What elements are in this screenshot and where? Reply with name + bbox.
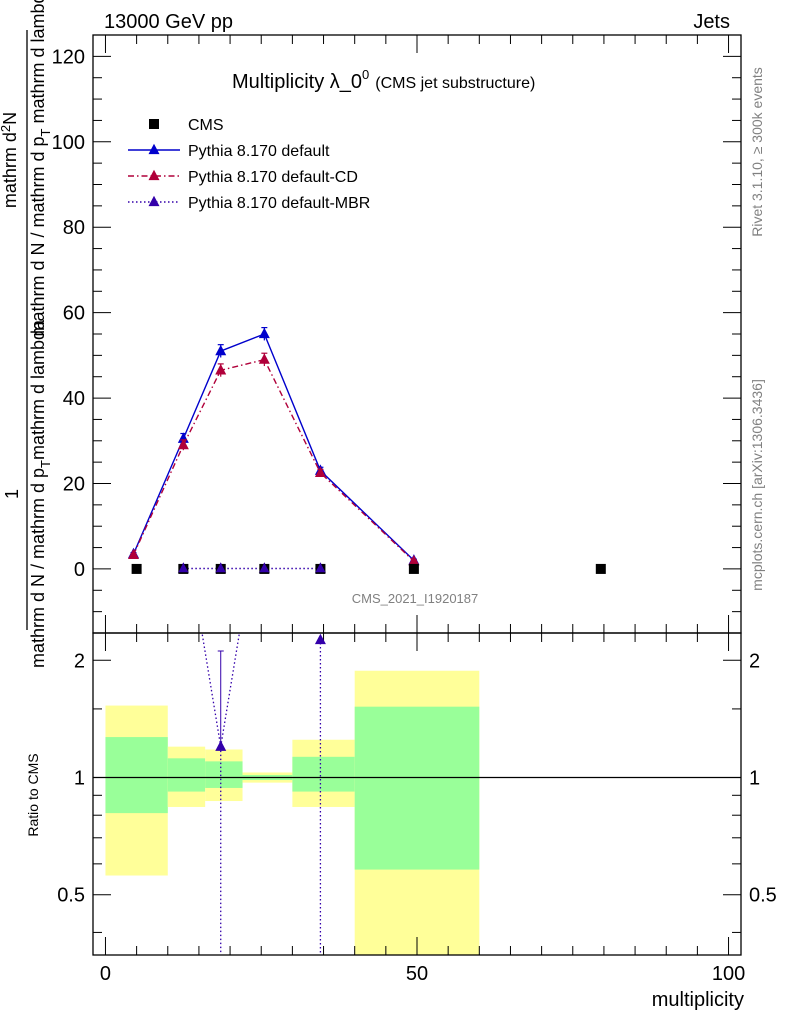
- top-axes: 0 20 40 60 80 100 120: [52, 35, 741, 633]
- mbr-point: [259, 562, 270, 573]
- top-ytick-label: 60: [63, 303, 85, 325]
- ratio-ytick-label-left: 0.5: [57, 885, 85, 907]
- top-ytick-label: 40: [63, 388, 85, 410]
- plot-title: Multiplicity λ_00(CMS jet substructure): [232, 67, 535, 93]
- bottom-plot-frame: [92, 632, 742, 956]
- top-series: [128, 326, 606, 574]
- ratio-band-green-1: [167, 758, 206, 792]
- ratio-ylabel: Ratio to CMS: [25, 753, 41, 836]
- x-axis-label: multiplicity: [652, 989, 744, 1011]
- legend-label: Pythia 8.170 default-MBR: [188, 195, 370, 212]
- x-tick-label: 0: [100, 963, 111, 985]
- legend-marker: [149, 119, 159, 129]
- series-point-2: [258, 353, 270, 364]
- mbr-point: [315, 562, 326, 573]
- top-ytick-label: 20: [63, 474, 85, 496]
- bottom-axes: 0.5 0.5 1 1 2 2 0 50 100: [57, 633, 777, 985]
- series-point-1: [215, 344, 227, 356]
- mbr-point: [178, 562, 189, 573]
- top-ylabel: mathrm d2N mathrm d N / mathrm d pT math…: [0, 0, 53, 668]
- mcplots-label: mcplots.cern.ch [arXiv:1306.3436]: [749, 379, 765, 591]
- legend-entry-1: Pythia 8.170 default: [128, 143, 330, 160]
- legend: CMS Pythia 8.170 default Pythia 8.170 defa…: [128, 117, 370, 212]
- series-point-1: [258, 327, 270, 339]
- ratio-ytick-label-right: 2: [749, 650, 760, 672]
- legend-entry-3: Pythia 8.170 default-MBR: [128, 195, 370, 212]
- legend-label: Pythia 8.170 default-CD: [188, 169, 358, 186]
- legend-label: CMS: [188, 117, 224, 134]
- series-line-1: [132, 333, 415, 561]
- series-point-2: [177, 438, 189, 450]
- header-jets-label: Jets: [693, 11, 730, 33]
- ylabel-one: 1: [2, 489, 22, 499]
- ratio-mbr-line-b: [220, 633, 241, 747]
- top-ytick-label: 0: [74, 559, 85, 581]
- cms-data-point: [408, 563, 419, 574]
- legend-marker: [148, 143, 160, 155]
- series-line-2: [132, 358, 415, 562]
- series-point-2: [128, 548, 139, 560]
- ratio-band-green-5: [354, 706, 480, 870]
- legend-entry-2: Pythia 8.170 default-CD: [128, 169, 358, 186]
- series-point-2: [408, 554, 420, 566]
- ratio-mbr-line-a: [201, 633, 222, 747]
- top-ytick-label: 120: [52, 46, 85, 68]
- legend-entry-0: CMS: [149, 117, 224, 134]
- mbr-point: [215, 562, 226, 573]
- legend-marker: [148, 195, 160, 207]
- ylabel-numerator-line: mathrm d N / mathrm d pT mathrm d lambda: [28, 0, 53, 337]
- x-tick-label: 100: [712, 963, 745, 985]
- rivet-label: Rivet 3.1.10, ≥ 300k events: [749, 67, 765, 237]
- ratio-band-green-4: [292, 756, 355, 792]
- ratio-mbr-point-2: [314, 633, 326, 645]
- legend-marker: [148, 169, 160, 181]
- cms-data-point: [131, 563, 142, 574]
- ratio-ytick-label-right: 0.5: [749, 885, 777, 907]
- x-tick-label: 50: [406, 963, 428, 985]
- ratio-mbr-point-1: [215, 740, 227, 751]
- cms-data-point: [595, 563, 606, 574]
- series-point-2: [314, 466, 326, 478]
- analysis-watermark: CMS_2021_I1920187: [352, 591, 479, 606]
- ratio-ytick-label-left: 1: [74, 767, 85, 789]
- top-ytick-label: 100: [52, 132, 85, 154]
- top-ytick-label: 80: [63, 217, 85, 239]
- header-energy-label: 13000 GeV pp: [104, 11, 233, 33]
- series-point-2: [215, 364, 227, 375]
- ratio-band-green-0: [105, 737, 168, 814]
- ylabel-denominator-line: mathrm d N / mathrm d pTmathrm d lambda: [28, 319, 53, 668]
- ratio-bands: [93, 670, 741, 955]
- ratio-ytick-label-left: 2: [74, 650, 85, 672]
- ratio-band-green-2: [205, 761, 243, 788]
- legend-label: Pythia 8.170 default: [188, 143, 330, 160]
- ylabel-numerator-text: mathrm d2N: [0, 112, 20, 208]
- ratio-ytick-label-right: 1: [749, 767, 760, 789]
- ratio-series: [201, 633, 326, 955]
